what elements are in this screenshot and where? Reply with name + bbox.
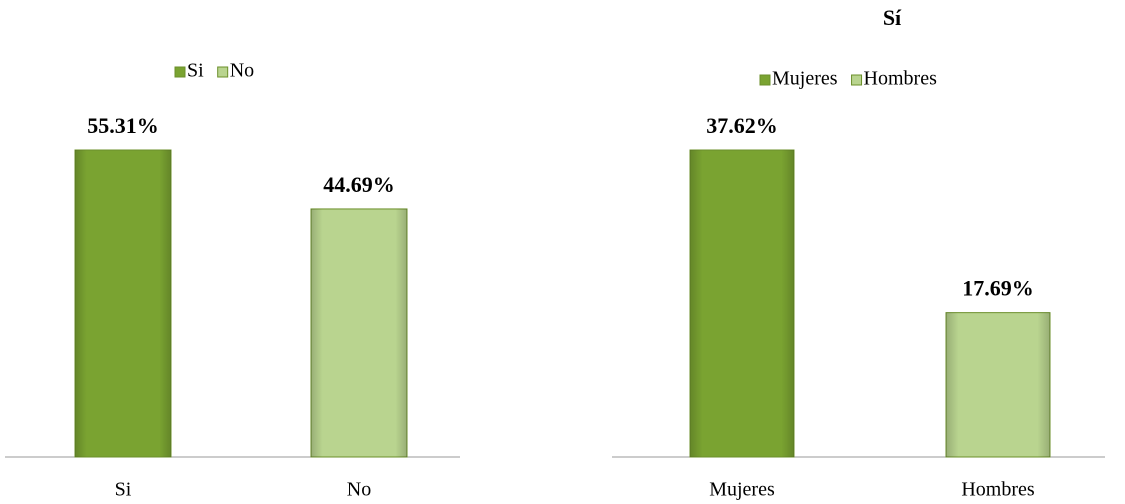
legend-label: Hombres [864,68,938,90]
legend-swatch [174,66,186,78]
bar-shade [690,150,794,457]
chart-title: Sí [883,5,902,30]
x-tick-label: Si [115,479,132,501]
bar-shade [311,208,407,457]
x-tick-label: Mujeres [709,479,775,501]
x-tick-label: No [347,479,371,501]
data-label: 17.69% [962,276,1034,301]
bar-shade [75,150,171,457]
legend-swatch [217,66,229,78]
legend-label: No [230,60,254,82]
data-label: 55.31% [87,113,159,138]
legend-swatch [759,74,771,86]
legend-swatch [851,74,863,86]
legend-label: Si [187,60,204,82]
bar-shade [946,312,1050,457]
legend-label: Mujeres [772,68,838,90]
x-tick-label: Hombres [961,479,1035,501]
data-label: 37.62% [706,113,778,138]
data-label: 44.69% [323,172,395,197]
